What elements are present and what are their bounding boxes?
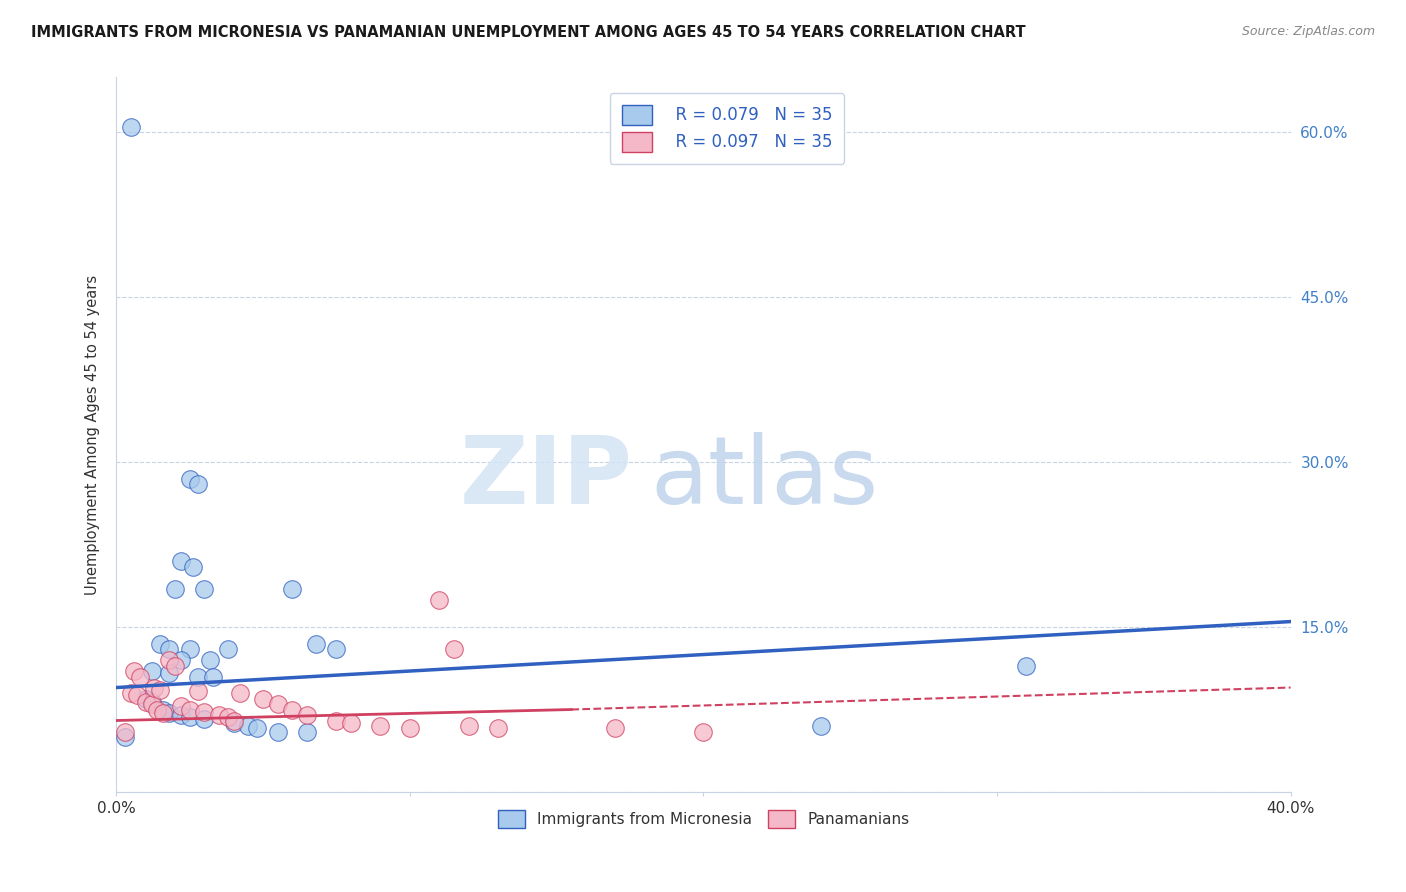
Point: [246, 721, 269, 735]
Point: [193, 582, 215, 596]
Point: [152, 706, 174, 720]
Point: [187, 477, 209, 491]
Point: [281, 582, 304, 596]
Point: [135, 695, 157, 709]
Point: [399, 721, 422, 735]
Point: [170, 708, 193, 723]
Point: [267, 697, 290, 711]
Point: [179, 472, 201, 486]
Point: [170, 653, 193, 667]
Point: [170, 699, 193, 714]
Point: [1015, 658, 1038, 673]
Point: [141, 664, 163, 678]
Point: [457, 719, 479, 733]
Point: [152, 702, 174, 716]
Point: [149, 636, 172, 650]
Point: [163, 582, 186, 596]
Point: [252, 691, 274, 706]
Point: [187, 669, 209, 683]
Point: [193, 705, 215, 719]
Point: [143, 681, 166, 695]
Point: [295, 708, 318, 723]
Point: [179, 702, 201, 716]
Point: [427, 592, 450, 607]
Point: [222, 715, 245, 730]
Point: [295, 724, 318, 739]
Point: [122, 664, 145, 678]
Point: [200, 653, 222, 667]
Point: [810, 719, 832, 733]
Point: [305, 636, 328, 650]
Point: [208, 708, 231, 723]
Point: [486, 721, 509, 735]
Y-axis label: Unemployment Among Ages 45 to 54 years: Unemployment Among Ages 45 to 54 years: [86, 275, 100, 595]
Point: [340, 715, 363, 730]
Text: Source: ZipAtlas.com: Source: ZipAtlas.com: [1241, 25, 1375, 38]
Point: [443, 642, 465, 657]
Point: [120, 686, 142, 700]
Point: [692, 724, 714, 739]
Point: [170, 554, 193, 568]
Text: atlas: atlas: [651, 432, 879, 524]
Text: IMMIGRANTS FROM MICRONESIA VS PANAMANIAN UNEMPLOYMENT AMONG AGES 45 TO 54 YEARS : IMMIGRANTS FROM MICRONESIA VS PANAMANIAN…: [31, 25, 1025, 40]
Point: [141, 697, 163, 711]
Point: [325, 714, 347, 728]
Point: [217, 642, 239, 657]
Point: [157, 706, 180, 720]
Point: [193, 713, 215, 727]
Point: [157, 642, 180, 657]
Point: [228, 686, 250, 700]
Point: [114, 730, 136, 744]
Point: [128, 669, 150, 683]
Point: [114, 724, 136, 739]
Point: [179, 710, 201, 724]
Point: [370, 719, 392, 733]
Point: [125, 688, 148, 702]
Point: [267, 724, 290, 739]
Point: [157, 666, 180, 681]
Point: [135, 691, 157, 706]
Legend: Immigrants from Micronesia, Panamanians: Immigrants from Micronesia, Panamanians: [492, 804, 915, 834]
Point: [187, 683, 209, 698]
Point: [181, 559, 204, 574]
Point: [605, 721, 627, 735]
Point: [238, 719, 260, 733]
Point: [157, 653, 180, 667]
Point: [217, 710, 239, 724]
Point: [179, 642, 201, 657]
Point: [281, 702, 304, 716]
Text: ZIP: ZIP: [460, 432, 633, 524]
Point: [141, 695, 163, 709]
Point: [202, 669, 225, 683]
Point: [120, 120, 142, 134]
Point: [146, 702, 169, 716]
Point: [149, 682, 172, 697]
Point: [163, 658, 186, 673]
Point: [222, 714, 245, 728]
Point: [325, 642, 347, 657]
